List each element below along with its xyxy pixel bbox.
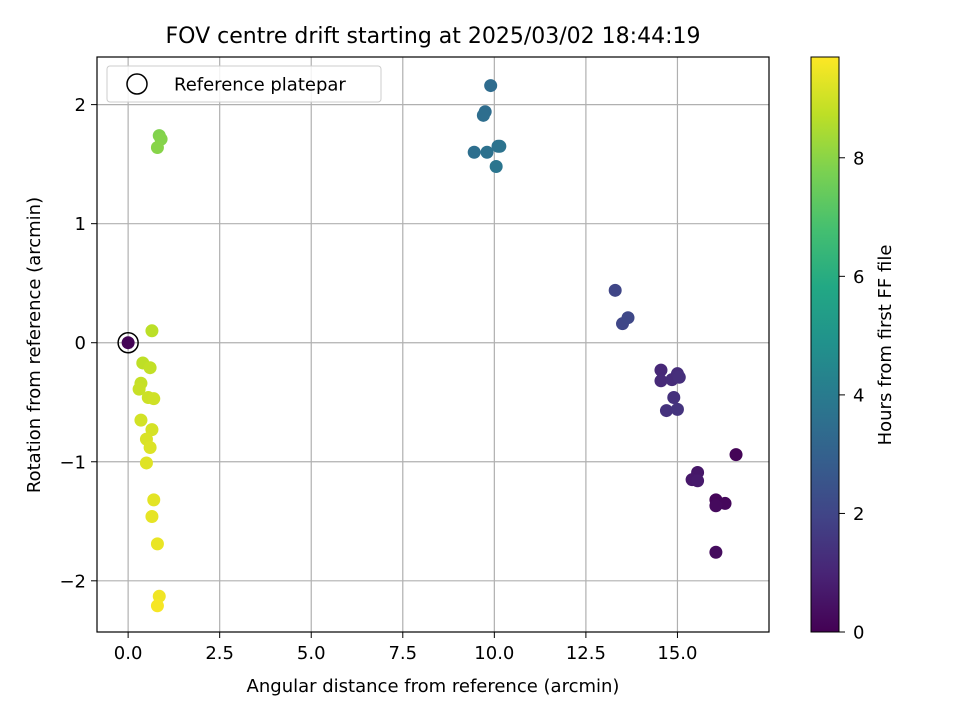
data-point — [489, 160, 503, 174]
x-axis-label: Angular distance from reference (arcmin) — [247, 676, 620, 697]
data-point — [670, 402, 684, 416]
data-point — [121, 336, 135, 350]
data-point — [493, 139, 507, 153]
colorbar-tick-label: 2 — [853, 504, 864, 525]
data-point — [145, 324, 159, 338]
legend-reference-marker — [126, 73, 148, 95]
data-point — [621, 311, 635, 325]
colorbar-tick-label: 4 — [853, 385, 864, 406]
reference-platepar-marker — [117, 331, 139, 354]
data-point — [139, 456, 153, 470]
data-point — [143, 361, 157, 375]
data-point — [691, 474, 705, 488]
y-tick-label: 2 — [75, 95, 86, 116]
legend-entry-reference-platepar: Reference platepar — [174, 75, 346, 96]
data-point — [654, 363, 668, 377]
data-point — [672, 370, 686, 384]
data-point — [709, 499, 723, 513]
x-axis-ticks: 0.0 2.5 5.0 7.5 10.0 12.5 15.0 — [114, 632, 697, 664]
x-tick-label: 2.5 — [205, 643, 234, 664]
data-point — [147, 392, 161, 406]
y-tick-label: −1 — [59, 452, 86, 473]
y-axis-ticks: −2 −1 0 1 2 — [59, 95, 97, 592]
x-tick-label: 5.0 — [297, 643, 326, 664]
colorbar-tick-label: 6 — [853, 267, 864, 288]
y-tick-label: 0 — [75, 333, 86, 354]
grid-lines — [97, 57, 769, 632]
colorbar-label: Hours from first FF file — [875, 245, 896, 446]
colorbar — [810, 56, 840, 633]
data-point — [147, 493, 161, 507]
x-tick-label: 7.5 — [388, 643, 417, 664]
plot-area-frame — [96, 56, 770, 633]
data-point — [667, 390, 681, 404]
y-tick-label: −2 — [59, 571, 86, 592]
colorbar-ticks: 0 2 4 6 8 — [839, 148, 864, 644]
data-point — [608, 283, 622, 297]
data-point — [480, 145, 494, 159]
y-axis-label: Rotation from reference (arcmin) — [24, 197, 45, 493]
data-point — [729, 448, 743, 462]
data-point — [143, 440, 157, 454]
data-point — [145, 510, 159, 524]
data-point — [476, 108, 490, 122]
legend: Reference platepar — [106, 65, 382, 103]
data-point — [654, 374, 668, 388]
data-point — [659, 404, 673, 418]
data-point — [150, 537, 164, 551]
data-point — [150, 599, 164, 613]
chart-title: FOV centre drift starting at 2025/03/02 … — [166, 24, 701, 49]
data-point — [145, 423, 159, 437]
data-point — [709, 545, 723, 559]
data-point — [484, 79, 498, 93]
colorbar-tick-label: 0 — [853, 623, 864, 644]
data-point — [134, 413, 148, 427]
x-tick-label: 10.0 — [474, 643, 514, 664]
x-tick-label: 15.0 — [657, 643, 697, 664]
data-point — [467, 145, 481, 159]
data-point — [150, 140, 164, 154]
x-tick-label: 12.5 — [566, 643, 606, 664]
colorbar-tick-label: 8 — [853, 148, 864, 169]
x-tick-label: 0.0 — [114, 643, 143, 664]
data-point — [132, 382, 146, 396]
data-points — [117, 79, 743, 613]
legend-box — [106, 65, 382, 103]
y-tick-label: 1 — [75, 214, 86, 235]
